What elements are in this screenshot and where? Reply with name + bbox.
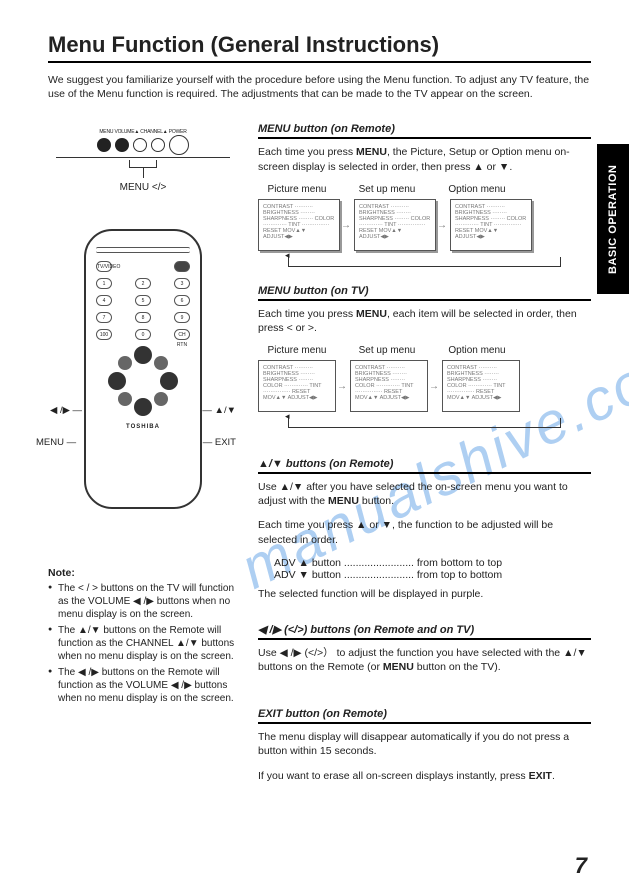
option-menu-box: CONTRAST ·········· BRIGHTNESS ········ … — [442, 360, 520, 412]
right-column: MENU button (on Remote) Each time you pr… — [258, 123, 591, 792]
section-head-leftright: ◀ /▶ (</>) buttons (on Remote and on TV) — [258, 623, 591, 640]
key-3: 3 — [174, 278, 190, 289]
key-2: 2 — [135, 278, 151, 289]
option-menu-box: CONTRAST ·········· BRIGHTNESS ········ … — [450, 199, 532, 251]
callout-leftright: ◀ /▶ — — [50, 405, 82, 416]
note-item: The ◀ /▶ buttons on the Remote will func… — [48, 666, 238, 705]
menu-labels-row: Picture menu Set up menu Option menu — [258, 184, 591, 195]
tv-menu-caption: MENU </> — [48, 182, 238, 193]
adv-up-row: ADV ▲ button ........................ fr… — [258, 557, 591, 569]
key-5: 5 — [135, 295, 151, 306]
picture-menu-box: CONTRAST ·········· BRIGHTNESS ········ … — [258, 360, 336, 412]
note-item: The < / > buttons on the TV will functio… — [48, 582, 238, 621]
menu-label: Picture menu — [258, 345, 336, 356]
key-100: 100 — [96, 329, 112, 340]
tv-volume-button-icon — [115, 138, 129, 152]
section-head-exit: EXIT button (on Remote) — [258, 708, 591, 724]
content-columns: MENU VOLUME▲ CHANNEL▲ POWER MENU </> TV/… — [48, 123, 591, 792]
remote-brand: TOSHIBA — [96, 424, 190, 430]
key-4: 4 — [96, 295, 112, 306]
page-title: Menu Function (General Instructions) — [48, 32, 591, 63]
callout-menu: MENU — — [36, 437, 76, 448]
loop-arrow-icon — [288, 257, 561, 267]
menu-label: Set up menu — [348, 345, 426, 356]
key-chrtn: CH RTN — [174, 329, 190, 340]
tv-menu-button-icon — [97, 138, 111, 152]
loop-arrow-icon — [288, 418, 561, 428]
section-head-menu-remote: MENU button (on Remote) — [258, 123, 591, 139]
remote-diagram: TV/VIDEO 123 456 789 1000CH RTN TOSHIBA … — [84, 229, 202, 509]
adv-down-row: ADV ▼ button ........................ fr… — [258, 569, 591, 581]
setup-menu-box: CONTRAST ·········· BRIGHTNESS ········ … — [354, 199, 436, 251]
key-7: 7 — [96, 312, 112, 323]
callout-exit: — EXIT — [203, 437, 236, 448]
tv-power-button-icon — [169, 135, 189, 155]
key-6: 6 — [174, 295, 190, 306]
section-head-updown: ▲/▼ buttons (on Remote) — [258, 458, 591, 474]
menu-label: Picture menu — [258, 184, 336, 195]
section-body: Use ◀ /▶ (</>） to adjust the function yo… — [258, 646, 591, 674]
tvideo-button-icon: TV/VIDEO — [96, 261, 112, 272]
intro-text: We suggest you familiarize yourself with… — [48, 73, 591, 101]
menu-labels-row: Picture menu Set up menu Option menu — [258, 345, 591, 356]
section-body: Use ▲/▼ after you have selected the on-s… — [258, 480, 591, 508]
callout-updown: — ▲/▼ — [202, 405, 236, 416]
tv-button-icon — [151, 138, 165, 152]
section-body: If you want to erase all on-screen displ… — [258, 769, 591, 783]
menu-label: Set up menu — [348, 184, 426, 195]
section-body: Each time you press ▲ or ▼, the function… — [258, 518, 591, 546]
picture-menu-box: CONTRAST ·········· BRIGHTNESS ········ … — [258, 199, 340, 251]
menu-label: Option menu — [438, 345, 516, 356]
menu-boxes-row: CONTRAST ·········· BRIGHTNESS ········ … — [258, 199, 591, 251]
power-button-icon — [174, 261, 190, 272]
section-body: Each time you press MENU, each item will… — [258, 307, 591, 335]
page-number: 7 — [575, 853, 587, 879]
tv-panel-diagram: MENU VOLUME▲ CHANNEL▲ POWER MENU </> — [48, 129, 238, 193]
key-0: 0 — [135, 329, 151, 340]
left-column: MENU VOLUME▲ CHANNEL▲ POWER MENU </> TV/… — [48, 123, 238, 792]
dpad-icon — [108, 346, 178, 416]
key-8: 8 — [135, 312, 151, 323]
note-heading: Note: — [48, 567, 238, 579]
menu-boxes-row: CONTRAST ·········· BRIGHTNESS ········ … — [258, 360, 591, 412]
menu-label: Option menu — [438, 184, 516, 195]
key-1: 1 — [96, 278, 112, 289]
section-body: The selected function will be displayed … — [258, 587, 591, 601]
tv-channel-button-icon — [133, 138, 147, 152]
section-body: Each time you press MENU, the Picture, S… — [258, 145, 591, 173]
section-body: The menu display will disappear automati… — [258, 730, 591, 758]
note-item: The ▲/▼ buttons on the Remote will funct… — [48, 624, 238, 663]
key-9: 9 — [174, 312, 190, 323]
setup-menu-box: CONTRAST ·········· BRIGHTNESS ········ … — [350, 360, 428, 412]
chapter-tab: BASIC OPERATION — [597, 144, 629, 294]
section-head-menu-tv: MENU button (on TV) — [258, 285, 591, 301]
